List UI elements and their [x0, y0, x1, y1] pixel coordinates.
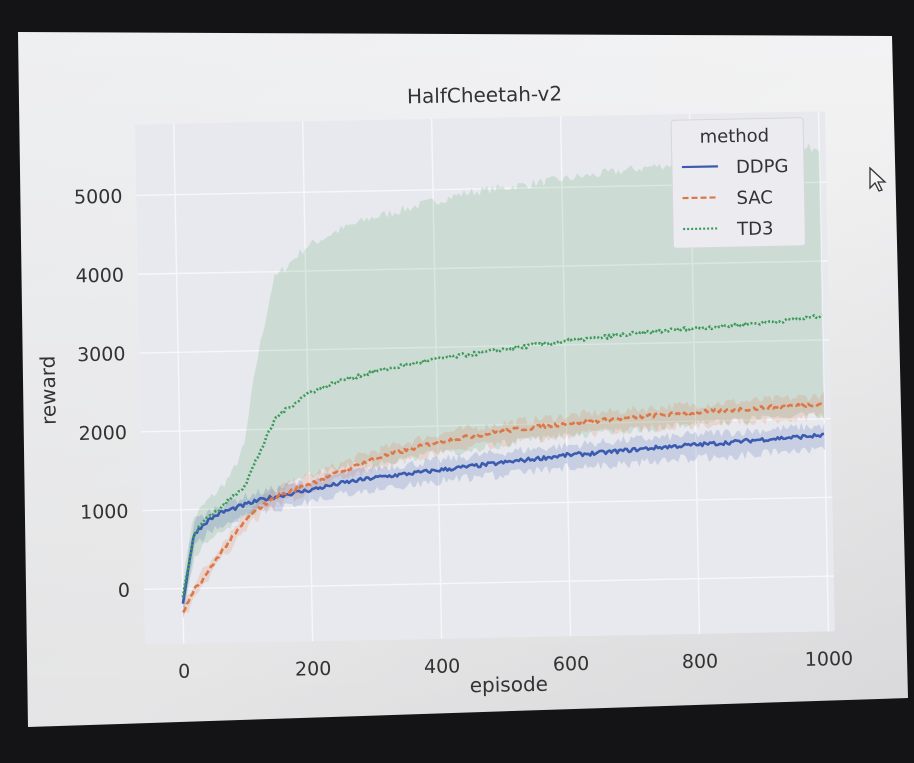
- legend-label-ddpg: DDPG: [736, 156, 789, 178]
- grid-line-y: [143, 575, 834, 591]
- y-tick-label: 5000: [74, 186, 123, 209]
- chart-title: HalfCheetah-v2: [407, 81, 563, 108]
- series-lines: [181, 313, 825, 614]
- grid-line-y: [137, 260, 828, 275]
- legend-label-sac: SAC: [736, 187, 773, 209]
- series-line-td3: [181, 313, 823, 598]
- legend-swatch-sac: [682, 196, 719, 200]
- y-tick-label: 2000: [78, 422, 127, 445]
- y-axis-label: reward: [35, 355, 60, 425]
- legend-box: [670, 117, 806, 249]
- band-sac: [182, 391, 825, 618]
- y-tick-label: 4000: [75, 265, 124, 288]
- grid-line-y: [142, 496, 833, 512]
- legend-swatch-ddpg: [681, 165, 718, 169]
- y-tick-label: 1000: [80, 501, 129, 524]
- x-tick-label: 400: [424, 655, 461, 678]
- grid: [136, 111, 834, 644]
- series-line-ddpg: [181, 432, 825, 604]
- legend-items: DDPG SAC TD3: [681, 156, 789, 240]
- legend-label-td3: TD3: [736, 218, 774, 240]
- grid-line-x: [301, 121, 314, 642]
- grid-line-y: [139, 339, 830, 354]
- x-tick-labels: 0 200 400 600 800 1000: [178, 648, 853, 683]
- grid-line-y: [140, 417, 831, 433]
- x-tick-label: 0: [178, 661, 191, 683]
- grid-line-x: [817, 111, 830, 632]
- grid-line-x: [559, 116, 572, 637]
- x-axis-label: episode: [470, 672, 549, 697]
- grid-line-x: [430, 118, 443, 639]
- y-tick-label: 3000: [77, 343, 126, 366]
- y-tick-labels: 0 1000 2000 3000 4000 5000: [74, 186, 131, 602]
- chart: 0 200 400 600 800 1000 010002000300040005000 …: [35, 81, 853, 697]
- legend: method DDPG SAC TD3: [670, 117, 806, 249]
- y-tick-label: 0: [118, 580, 131, 602]
- x-tick-label: 1000: [805, 648, 854, 671]
- grid-line-x: [173, 123, 185, 644]
- legend-title: method: [699, 125, 769, 147]
- band-td3: [182, 143, 825, 604]
- series-line-sac: [182, 402, 824, 614]
- x-tick-label: 200: [295, 658, 332, 681]
- x-tick-label: 800: [682, 650, 719, 673]
- legend-swatch-td3: [683, 227, 720, 231]
- mouse-cursor-icon: [869, 166, 887, 192]
- x-tick-label: 600: [553, 653, 590, 676]
